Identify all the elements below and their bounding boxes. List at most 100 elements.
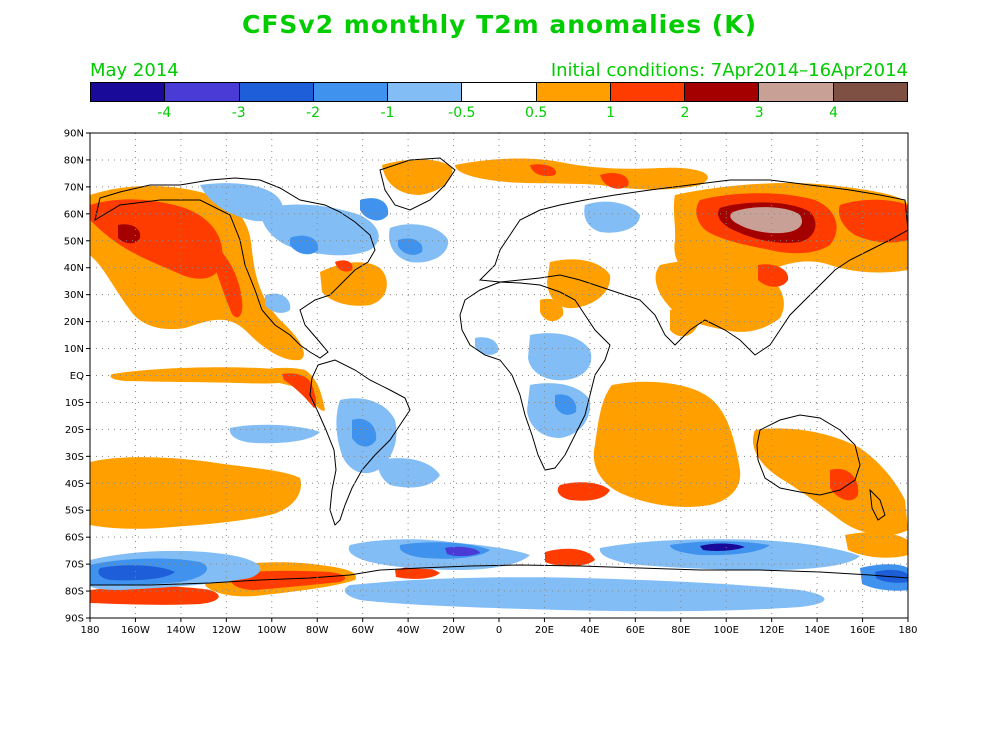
lon-label: 80E <box>671 625 690 636</box>
warm-anomaly-greenland-sea <box>382 159 453 195</box>
cool-anomaly-east-antarctica <box>344 577 825 612</box>
cool-anomaly-congo <box>555 394 577 415</box>
warm-anomaly-tasman <box>830 468 859 501</box>
lon-label: 160E <box>850 625 875 636</box>
legend-label: 0.5 <box>525 105 548 121</box>
warm-anomaly-arctic-eurasia <box>455 158 708 190</box>
cool-anomaly-indian-sector-extreme <box>700 543 745 551</box>
warm-anomaly-southern-ocean-east <box>845 532 908 558</box>
valid-month-label: May 2014 <box>90 60 179 81</box>
warm-anomaly-weddell <box>395 566 440 579</box>
lat-label: 30S <box>65 452 84 463</box>
lon-label: 60E <box>626 625 645 636</box>
cool-anomaly-south-atlantic <box>378 458 440 488</box>
lat-label: 70N <box>64 182 84 193</box>
lat-label: 20N <box>64 317 84 328</box>
legend-label: -2 <box>306 105 321 121</box>
lon-label: 180 <box>898 625 917 636</box>
extreme-warm-anomaly-siberia <box>730 207 802 234</box>
warm-anomaly-west-coast <box>214 245 243 318</box>
lon-label: 60W <box>351 625 374 636</box>
warm-anomaly-arabia <box>540 298 564 322</box>
cool-anomaly-regions <box>90 183 908 612</box>
cool-anomaly-russia <box>584 201 640 233</box>
warm-anomaly-weddell-east <box>545 548 595 567</box>
cool-anomaly-indian-sector <box>599 539 860 570</box>
australia-coast <box>756 414 861 496</box>
warm-anomaly-kara-sea <box>600 173 629 189</box>
legend-label: 2 <box>680 105 690 121</box>
legend-label: -0.5 <box>448 105 476 121</box>
lat-label: 40S <box>65 479 84 490</box>
warm-anomaly-regions <box>90 158 908 605</box>
warm-anomaly-kamchatka <box>838 199 908 243</box>
cool-anomaly-south-pacific <box>229 424 320 444</box>
warm-anomaly-peru-strong <box>282 373 317 408</box>
lon-label: 0 <box>496 625 502 636</box>
cool-anomaly-sahel <box>528 333 592 381</box>
lon-label: 160W <box>121 625 150 636</box>
warm-anomaly-alaska <box>90 199 223 279</box>
warm-anomaly-north-china <box>758 264 789 287</box>
map-title: CFSv2 monthly T2m anomalies (K) <box>241 10 758 39</box>
lon-label: 100W <box>257 625 286 636</box>
lon-label: 120E <box>759 625 784 636</box>
warm-anomaly-amundsen <box>229 570 346 590</box>
lat-label: 10S <box>65 398 84 409</box>
legend-label: 3 <box>754 105 764 121</box>
cool-anomaly-brazil-core <box>352 418 377 447</box>
warm-anomaly-barents <box>530 164 556 177</box>
cool-anomaly-west-africa <box>475 337 499 355</box>
lat-label: 80N <box>64 155 84 166</box>
lat-label: 90N <box>64 129 84 140</box>
lon-label: 40W <box>397 625 420 636</box>
cool-anomaly-labrador-sea-core <box>398 238 423 255</box>
legend-swatch <box>685 83 760 101</box>
warm-anomaly-middle-east <box>547 259 611 309</box>
antarctica-coast <box>90 564 908 586</box>
lat-label: 60S <box>65 533 84 544</box>
anomaly-fields <box>90 157 908 612</box>
cool-anomaly-gulf-mexico <box>265 293 291 313</box>
warm-anomaly-north-atlantic <box>320 262 387 306</box>
north-america-coast <box>94 177 376 359</box>
legend-label: 4 <box>829 105 839 121</box>
south-america-coast <box>309 359 411 526</box>
legend-swatch <box>388 83 463 101</box>
legend-label: -1 <box>380 105 395 121</box>
lat-label: 50S <box>65 506 84 517</box>
lat-label: 30N <box>64 290 84 301</box>
lat-label: 40N <box>64 263 84 274</box>
lat-label: 50N <box>64 236 84 247</box>
cool-anomaly-baffin <box>360 198 389 221</box>
legend-label: -4 <box>157 105 172 121</box>
lon-label: 120W <box>212 625 241 636</box>
lon-label: 100E <box>714 625 739 636</box>
strong-warm-anomaly-gulf-alaska <box>118 224 141 244</box>
legend-swatch <box>239 83 314 101</box>
map-grid <box>90 133 908 618</box>
greenland-coast <box>379 157 456 211</box>
lon-label: 20E <box>535 625 554 636</box>
lon-label: 180 <box>80 625 99 636</box>
warm-anomaly-south-africa-ocean <box>557 482 610 501</box>
lat-label: 80S <box>65 587 84 598</box>
coastlines <box>90 157 908 586</box>
longitude-axis: 180 160W 140W 120W 100W 80W 60W 40W 20W 0 20E 40E 60… <box>80 618 918 636</box>
africa-coast <box>459 281 611 471</box>
lon-label: 140W <box>166 625 195 636</box>
legend-swatch <box>610 83 686 101</box>
warm-anomaly-south-pacific <box>90 457 301 529</box>
lat-label: 20S <box>65 425 84 436</box>
warm-anomaly-india <box>670 308 699 337</box>
eurasia-coast <box>478 179 908 356</box>
lat-label: 10N <box>64 344 84 355</box>
legend-swatch <box>833 83 907 101</box>
legend-swatch <box>165 83 240 101</box>
lat-label: 60N <box>64 209 84 220</box>
lat-label: 90S <box>65 614 84 625</box>
lat-label: 70S <box>65 560 84 571</box>
warm-anomaly-nw-atlantic <box>335 260 353 272</box>
lon-label: 20W <box>442 625 465 636</box>
